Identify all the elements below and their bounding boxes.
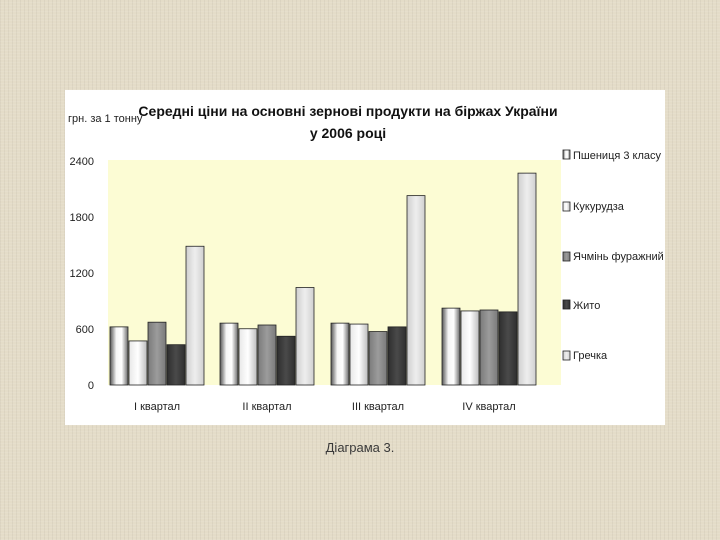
legend-label: Жито <box>573 300 600 312</box>
bar <box>498 311 518 386</box>
bar <box>185 245 205 386</box>
chart-title-line-1: Середні ціни на основні зернові продукти… <box>138 103 557 119</box>
bar <box>147 321 167 386</box>
bar <box>406 195 426 386</box>
bar <box>460 310 480 386</box>
category-labels: І квартал ІІ квартал ІІІ квартал ІV квар… <box>134 401 516 413</box>
legend-swatch <box>562 201 571 212</box>
bar <box>166 344 186 386</box>
bar <box>368 331 388 386</box>
y-tick-label: 2400 <box>70 156 94 168</box>
legend-swatch <box>562 251 571 262</box>
legend-label: Гречка <box>573 350 608 362</box>
bar <box>109 326 129 386</box>
legend-swatch <box>562 350 571 361</box>
bar <box>479 309 499 386</box>
figure-caption: Діаграма 3. <box>325 440 395 455</box>
bar <box>276 335 296 386</box>
bar <box>387 326 407 386</box>
y-axis-unit-label: грн. за 1 тонну <box>68 113 143 125</box>
category-label: ІV квартал <box>462 401 515 413</box>
bars-group <box>109 172 537 386</box>
bar <box>238 328 258 386</box>
bar <box>517 172 537 386</box>
category-label: ІІІ квартал <box>352 401 404 413</box>
legend-label: Ячмінь фуражний <box>573 251 664 263</box>
bar <box>441 307 461 386</box>
chart-svg: Середні ціни на основні зернові продукти… <box>68 103 664 413</box>
y-tick-label: 600 <box>76 324 94 336</box>
chart-title-line-2: у 2006 році <box>310 125 386 141</box>
bar <box>219 322 239 386</box>
chart-panel: Середні ціни на основні зернові продукти… <box>65 90 665 425</box>
legend-label: Пшениця 3 класу <box>573 150 662 162</box>
legend-label: Кукурудза <box>573 201 625 213</box>
legend-swatch <box>562 299 571 310</box>
legend-swatch <box>562 149 571 160</box>
category-label: І квартал <box>134 401 180 413</box>
bar <box>349 323 369 386</box>
y-tick-label: 1800 <box>70 212 94 224</box>
category-label: ІІ квартал <box>242 401 291 413</box>
bar <box>330 322 350 386</box>
y-tick-label: 1200 <box>70 268 94 280</box>
legend: Пшениця 3 класу Кукурудза Ячмінь фуражни… <box>562 149 664 362</box>
bar <box>257 324 277 386</box>
bar <box>295 287 315 386</box>
y-tick-labels: 0 600 1200 1800 2400 <box>70 156 94 392</box>
y-tick-label: 0 <box>88 380 94 392</box>
bar <box>128 340 148 386</box>
